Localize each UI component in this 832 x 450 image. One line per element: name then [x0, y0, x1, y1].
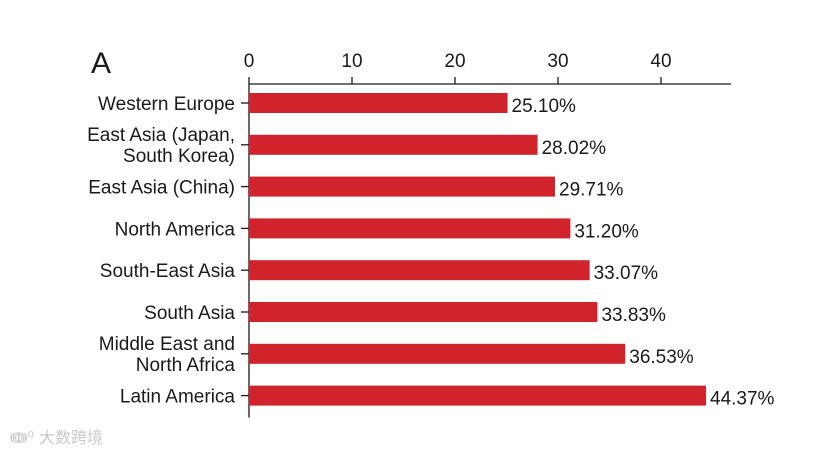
category-label: Western Europe — [98, 94, 235, 115]
x-tick-label: 10 — [341, 51, 362, 72]
data-label: 44.37% — [710, 389, 775, 410]
data-label: 31.20% — [574, 221, 639, 242]
data-label: 28.02% — [542, 138, 607, 159]
category-label: North America — [115, 219, 236, 240]
category-label: East Asia (Japan, — [87, 125, 235, 146]
category-label: Latin America — [120, 387, 236, 408]
category-labels: Western Europe East Asia (Japan,South Kor… — [87, 94, 235, 408]
category-label: East Asia (China) — [88, 178, 235, 199]
data-label: 36.53% — [629, 347, 694, 368]
x-tick-label: 0 — [244, 51, 255, 72]
bar — [249, 385, 707, 406]
x-tick-label: 20 — [444, 51, 465, 72]
bars — [249, 93, 707, 406]
bar — [249, 343, 626, 364]
x-tick-label: 40 — [650, 51, 671, 72]
data-label: 33.83% — [601, 305, 666, 326]
x-tick-label: 30 — [547, 51, 568, 72]
bar — [249, 176, 556, 197]
watermark-text: 大数跨境 — [39, 428, 104, 447]
watermark: ↈ⁰ 大数跨境 — [10, 424, 103, 448]
data-label: 25.10% — [512, 96, 577, 117]
category-label: South-East Asia — [100, 261, 236, 282]
category-label: Middle East and — [99, 334, 235, 355]
category-label: North Africa — [136, 355, 236, 376]
data-labels: 25.10% 28.02% 29.71% 31.20% 33.07% 33.83% 36.5… — [512, 96, 775, 410]
bar — [249, 134, 538, 155]
category-label: South Korea) — [123, 146, 235, 167]
data-label: 29.71% — [559, 180, 624, 201]
watermark-icon: ↈ⁰ — [10, 428, 34, 447]
bar — [249, 302, 598, 322]
bar — [249, 93, 508, 113]
data-label: 33.07% — [594, 263, 659, 284]
panel-label: A — [91, 47, 111, 80]
bar — [249, 218, 571, 239]
category-label: South Asia — [144, 303, 235, 324]
bar — [249, 260, 590, 281]
